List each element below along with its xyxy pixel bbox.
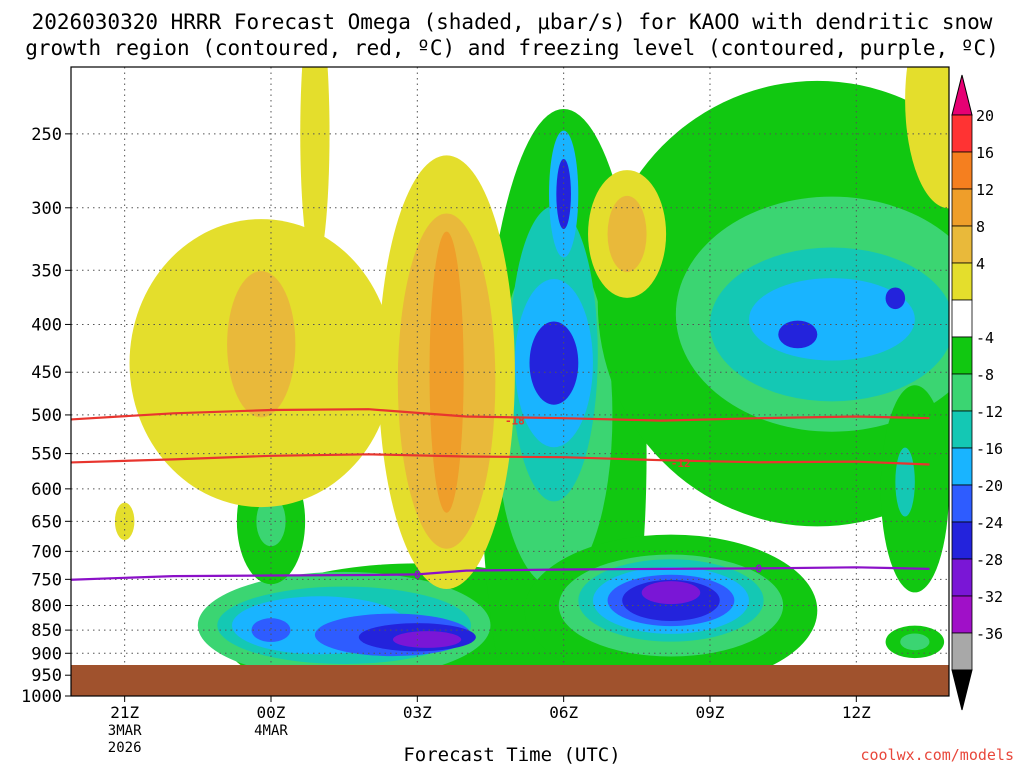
x-axis-label: Forecast Time (UTC) [403,744,621,766]
colorbar-bin-14 [951,632,973,671]
x-tick-label-7-0: 03Z [403,703,432,722]
omega-region-14 [529,321,579,405]
x-tick-label-13-0: 09Z [696,703,725,722]
y-tick-label-250: 250 [31,125,62,145]
x-tick-label-16-0: 12Z [842,703,871,722]
colorbar-bin-10 [951,484,973,523]
y-tick-label-1000: 1000 [21,687,62,707]
plot-frame [70,66,950,697]
y-tick-label-700: 700 [31,542,62,562]
colorbar-label-8: -16 [976,440,1003,458]
y-tick-label-550: 550 [31,445,62,465]
contour-label-1-0: -12 [671,457,691,470]
x-tick-label-4-1: 4MAR [254,723,288,739]
omega-region-33 [900,633,930,651]
colorbar-bin-11 [951,521,973,560]
contour-label-0-0: -18 [505,415,525,428]
x-tick-label-10-0: 06Z [549,703,578,722]
omega-region-42 [114,502,135,541]
contour-line-1 [71,453,930,466]
colorbar-bin-6 [951,336,973,375]
x-tick-label-1-0: 21Z [110,703,139,722]
colorbar-label-1: 16 [976,144,994,162]
y-tick-label-300: 300 [31,199,62,219]
y-tick-label-350: 350 [31,261,62,281]
colorbar-bin-12 [951,558,973,597]
y-tick-label-950: 950 [31,666,62,686]
y-tick-label-500: 500 [31,406,62,426]
omega-region-35 [227,271,296,418]
colorbar-label-2: 12 [976,181,994,199]
chart-title-line-1: 2026030320 HRRR Forecast Omega (shaded, … [31,10,993,34]
colorbar-bin-2 [951,188,973,227]
colorbar-bin-4 [951,262,973,301]
colorbar-label-5: -4 [976,329,994,347]
colorbar-bin-3 [951,225,973,264]
y-tick-label-900: 900 [31,644,62,664]
y-tick-label-750: 750 [31,570,62,590]
colorbar-top-arrow [951,74,973,116]
y-tick-label-800: 800 [31,597,62,617]
x-tick-label-1-2: 2026 [108,740,142,756]
colorbar-bin-9 [951,447,973,486]
y-tick-label-400: 400 [31,315,62,335]
colorbar-label-6: -8 [976,366,994,384]
colorbar-bottom-arrow [951,669,973,711]
colorbar-bin-0 [951,114,973,153]
colorbar-label-11: -28 [976,551,1003,569]
colorbar-bin-1 [951,151,973,190]
colorbar-label-7: -12 [976,403,1003,421]
colorbar-label-13: -36 [976,625,1003,643]
colorbar-label-9: -20 [976,477,1003,495]
omega-region-6 [392,631,462,648]
y-tick-label-650: 650 [31,512,62,532]
omega-region-38 [429,231,464,513]
omega-region-28 [778,320,818,349]
omega-region-9 [256,496,286,547]
omega-region-23 [641,581,701,605]
terrain-fill [71,665,949,696]
colorbar-bin-13 [951,595,973,634]
y-tick-label-600: 600 [31,480,62,500]
colorbar-label-3: 8 [976,218,985,236]
colorbar-bin-8 [951,410,973,449]
colorbar-bin-7 [951,373,973,412]
omega-region-7 [251,618,291,643]
colorbar-label-12: -32 [976,588,1003,606]
colorbar-label-4: 4 [976,255,985,273]
omega-region-29 [885,287,906,310]
colorbar-bin-5 [951,299,973,338]
omega-region-40 [607,195,647,273]
omega-region-41 [300,67,330,269]
credit-link[interactable]: coolwx.com/models [860,746,1014,764]
contour-line-0 [71,408,930,422]
contour-label-2-1: 0 [755,562,762,575]
omega-region-43 [905,67,949,209]
y-tick-label-850: 850 [31,621,62,641]
y-tick-label-450: 450 [31,363,62,383]
contour-label-2-0: 0 [414,568,421,581]
chart-title-line-2: growth region (contoured, red, ºC) and f… [25,36,999,60]
colorbar-label-0: 20 [976,107,994,125]
omega-region-30 [880,385,949,593]
x-tick-label-1-1: 3MAR [108,723,142,739]
colorbar-label-10: -24 [976,514,1003,532]
omega-region-31 [895,447,915,517]
x-tick-label-4-0: 00Z [257,703,286,722]
contour-line-2 [71,566,930,581]
